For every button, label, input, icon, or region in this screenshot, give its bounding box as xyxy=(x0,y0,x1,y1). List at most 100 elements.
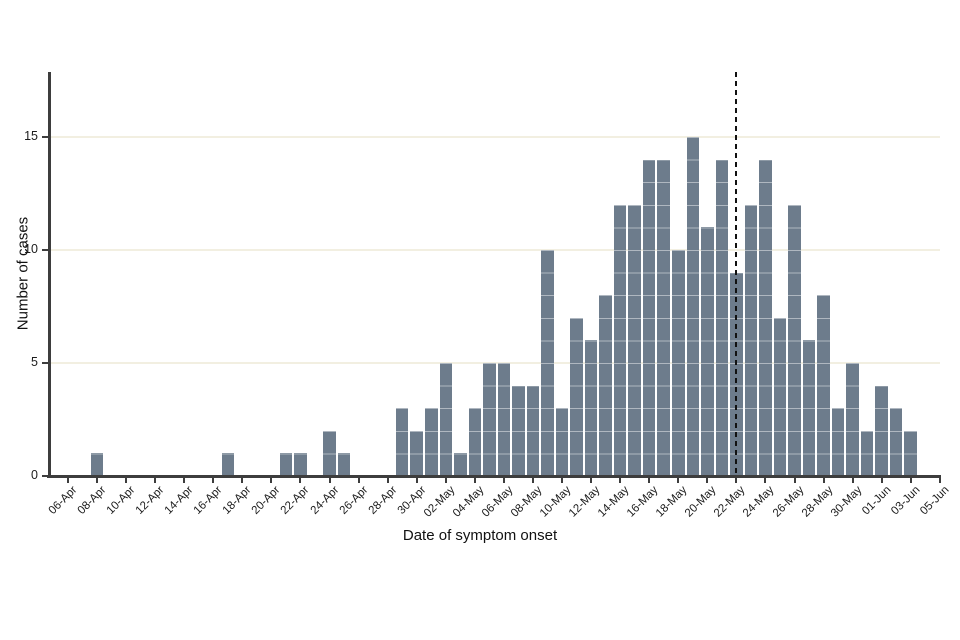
bar-25-May xyxy=(773,317,787,476)
x-tick xyxy=(241,477,244,483)
x-tick-label: 12-Apr xyxy=(133,484,167,517)
x-tick xyxy=(154,477,157,483)
x-tick xyxy=(590,477,593,483)
x-tick xyxy=(793,477,796,483)
x-tick-label: 16-Apr xyxy=(191,484,225,517)
x-tick xyxy=(386,477,389,483)
x-tick xyxy=(96,477,99,483)
bar-09-May xyxy=(541,250,554,476)
dashed-reference-line xyxy=(734,72,737,476)
bar-11-May xyxy=(570,317,583,476)
x-tick xyxy=(648,477,651,483)
x-tick xyxy=(822,477,825,483)
bar-14-May xyxy=(613,204,627,476)
x-axis-line xyxy=(47,475,941,478)
x-tick-label: 16-May xyxy=(625,484,661,520)
bar-17-May xyxy=(657,159,670,476)
x-tick xyxy=(357,477,360,483)
y-tick xyxy=(42,362,48,364)
x-tick-label: 26-May xyxy=(770,484,806,520)
bar-12-May xyxy=(584,340,598,476)
x-tick-label: 22-May xyxy=(712,484,748,520)
bar-06-May xyxy=(497,363,511,476)
bar-15-May xyxy=(628,204,641,476)
x-tick xyxy=(183,477,186,483)
bar-28-May xyxy=(817,295,830,476)
x-tick xyxy=(677,477,680,483)
x-tick-label: 08-Apr xyxy=(75,484,109,517)
x-tick xyxy=(67,477,69,483)
x-tick-label: 04-May xyxy=(450,484,487,520)
bar-04-May xyxy=(468,408,482,476)
bar-22-Apr xyxy=(294,453,307,476)
bar-02-May xyxy=(439,363,453,476)
bar-05-May xyxy=(483,363,496,476)
x-tick-label: 10-Apr xyxy=(104,484,138,517)
bar-01-Jun xyxy=(875,385,888,476)
x-tick-label: 06-May xyxy=(479,484,516,520)
bar-29-May xyxy=(831,408,845,476)
bar-19-May xyxy=(686,137,700,476)
bar-30-Apr xyxy=(410,430,423,476)
x-tick-label: 08-May xyxy=(508,484,545,520)
bar-23-May xyxy=(744,204,758,476)
x-tick-label: 18-May xyxy=(654,484,690,520)
bar-08-May xyxy=(526,385,540,476)
y-tick-label: 15 xyxy=(24,129,38,143)
x-tick xyxy=(561,477,564,483)
x-tick xyxy=(851,477,854,483)
bar-01-May xyxy=(425,408,438,476)
x-tick xyxy=(880,477,883,483)
x-tick xyxy=(531,477,534,483)
bar-03-May xyxy=(454,453,467,476)
x-tick xyxy=(764,477,767,483)
y-tick xyxy=(42,249,48,251)
x-tick xyxy=(444,477,447,483)
x-tick-label: 28-Apr xyxy=(366,484,400,517)
x-tick xyxy=(299,477,302,483)
x-tick-label: 14-Apr xyxy=(162,484,196,517)
y-tick-label: 10 xyxy=(24,242,38,256)
gridline-y-15 xyxy=(51,136,940,138)
x-tick xyxy=(706,477,709,483)
x-tick-label: 26-Apr xyxy=(337,484,371,517)
bar-21-Apr xyxy=(279,453,293,476)
x-tick-label: 18-Apr xyxy=(220,484,254,517)
bar-10-May xyxy=(555,408,569,476)
bar-02-Jun xyxy=(889,408,903,476)
x-tick-label: 12-May xyxy=(566,484,603,520)
x-tick-label: 20-May xyxy=(683,484,719,520)
x-tick xyxy=(415,477,418,483)
bar-16-May xyxy=(642,159,656,476)
bar-08-Apr xyxy=(90,453,104,476)
x-tick xyxy=(938,477,941,483)
x-tick xyxy=(270,477,273,483)
gridline-y-10 xyxy=(51,249,940,251)
x-tick-label: 03-Jun xyxy=(888,484,923,518)
y-tick-label: 0 xyxy=(31,468,38,482)
x-tick-label: 30-May xyxy=(828,484,865,520)
x-tick xyxy=(473,477,476,483)
bar-30-May xyxy=(846,363,859,476)
bar-17-Apr xyxy=(221,453,235,476)
x-tick xyxy=(735,477,738,483)
y-axis-title: Number of cases xyxy=(14,216,32,331)
x-tick xyxy=(212,477,215,483)
bar-24-Apr xyxy=(323,430,336,476)
bar-21-May xyxy=(715,159,729,476)
y-tick-label: 5 xyxy=(31,355,38,369)
x-tick-label: 05-Jun xyxy=(917,484,952,518)
bar-07-May xyxy=(512,385,525,476)
x-tick-label: 24-May xyxy=(741,484,777,520)
x-tick-label: 28-May xyxy=(799,484,836,520)
x-tick-label: 14-May xyxy=(596,484,632,520)
x-tick-label: 06-Apr xyxy=(46,484,80,517)
bar-31-May xyxy=(860,430,874,476)
x-tick-label: 20-Apr xyxy=(249,484,283,517)
bar-03-Jun xyxy=(904,430,917,476)
bar-25-Apr xyxy=(337,453,351,476)
bar-24-May xyxy=(759,159,772,476)
x-tick-label: 24-Apr xyxy=(308,484,342,517)
bar-13-May xyxy=(599,295,612,476)
